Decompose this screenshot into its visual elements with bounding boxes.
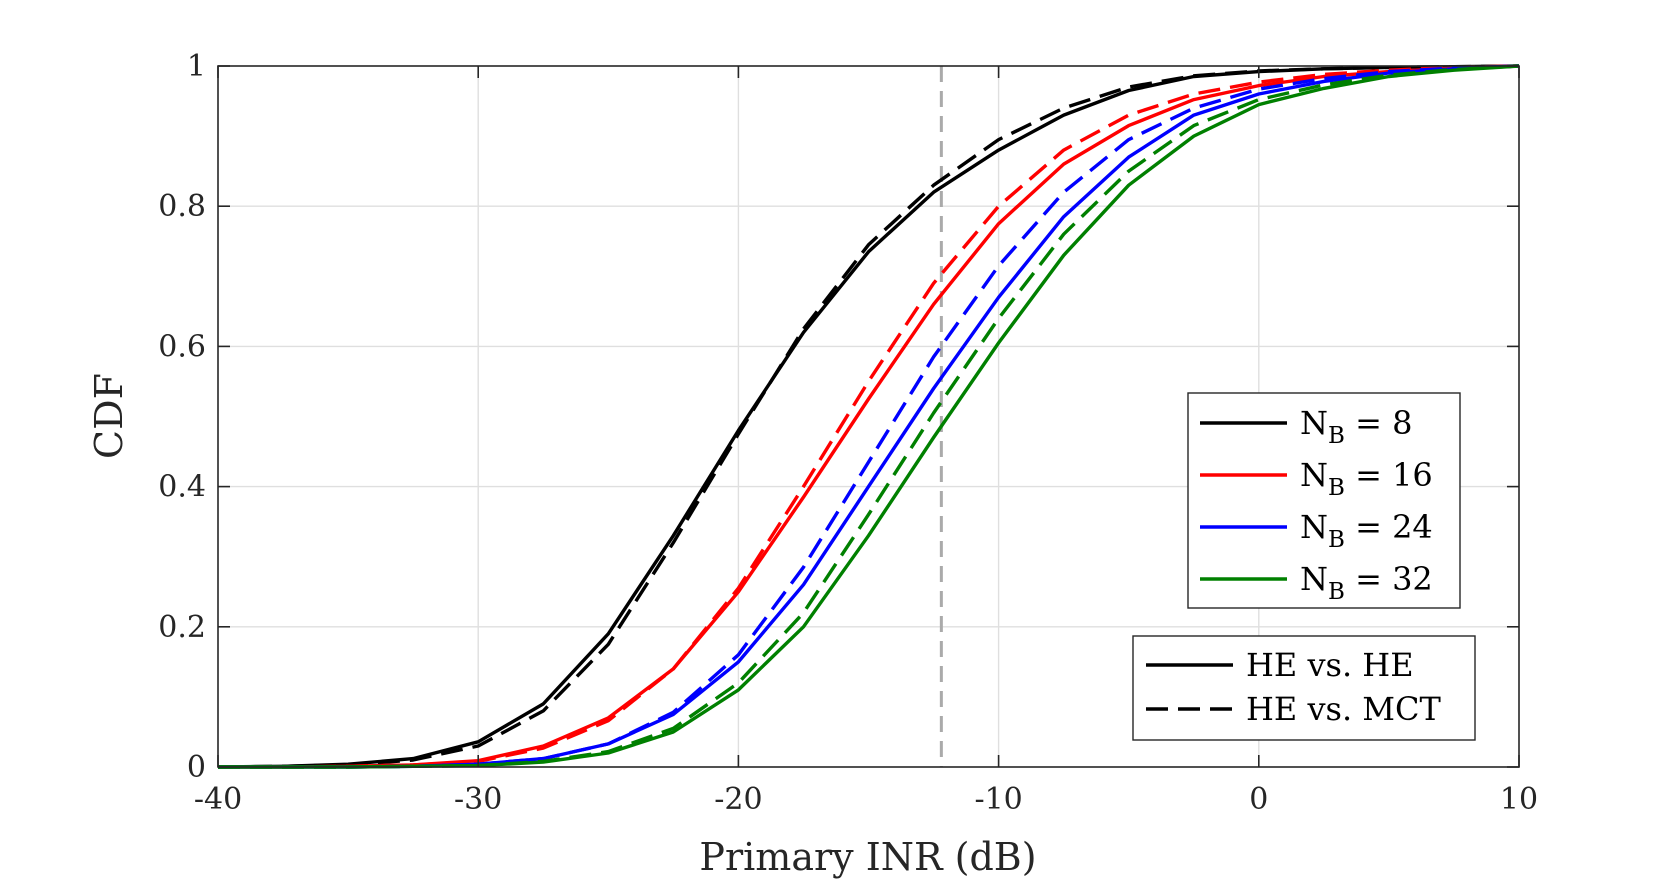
legend-styles-box — [1132, 635, 1476, 741]
y-axis-label: CDF — [87, 373, 131, 459]
series-line — [218, 64, 1520, 769]
series-line — [218, 64, 1520, 769]
y-tick-labels: 0 0.2 0.4 0.6 0.8 1 — [158, 49, 206, 785]
x-tick-label: -20 — [714, 782, 762, 817]
x-tick-label: -10 — [974, 782, 1022, 817]
legend-style-label: HE vs. MCT — [1246, 690, 1442, 728]
x-tick-label: -40 — [194, 782, 242, 817]
y-tick-label: 0.8 — [158, 189, 206, 224]
x-tick-labels: -40 -30 -20 -10 0 10 — [194, 782, 1538, 817]
legend-color-label: NB = 32 — [1300, 560, 1433, 605]
series-line — [218, 64, 1520, 769]
x-tick-label: 0 — [1249, 782, 1268, 817]
y-tick-label: 1 — [187, 49, 206, 84]
x-tick-label: 10 — [1500, 782, 1538, 817]
legend-colors: NB = 8 NB = 16 NB = 24 NB = 32 — [1187, 392, 1461, 609]
axes-box — [217, 65, 1520, 768]
y-tick-label: 0.6 — [158, 329, 206, 364]
series-line — [217, 64, 1520, 769]
legend-styles: HE vs. HE HE vs. MCT — [1132, 635, 1476, 741]
series-line — [218, 64, 1520, 769]
legend-color-label: NB = 8 — [1300, 404, 1412, 449]
tick-marks — [217, 65, 1520, 768]
series-line — [218, 64, 1520, 769]
y-tick-label: 0.4 — [158, 470, 206, 505]
x-axis-label: Primary INR (dB) — [699, 835, 1036, 879]
legend-color-label: NB = 16 — [1300, 456, 1433, 501]
y-tick-label: 0 — [187, 750, 206, 785]
y-tick-label: 0.2 — [158, 610, 206, 645]
x-tick-label: -30 — [454, 782, 502, 817]
series-group — [217, 64, 1520, 769]
legend-style-label: HE vs. HE — [1246, 646, 1414, 684]
legend-color-label: NB = 24 — [1300, 508, 1433, 553]
legend-colors-box — [1187, 392, 1461, 609]
